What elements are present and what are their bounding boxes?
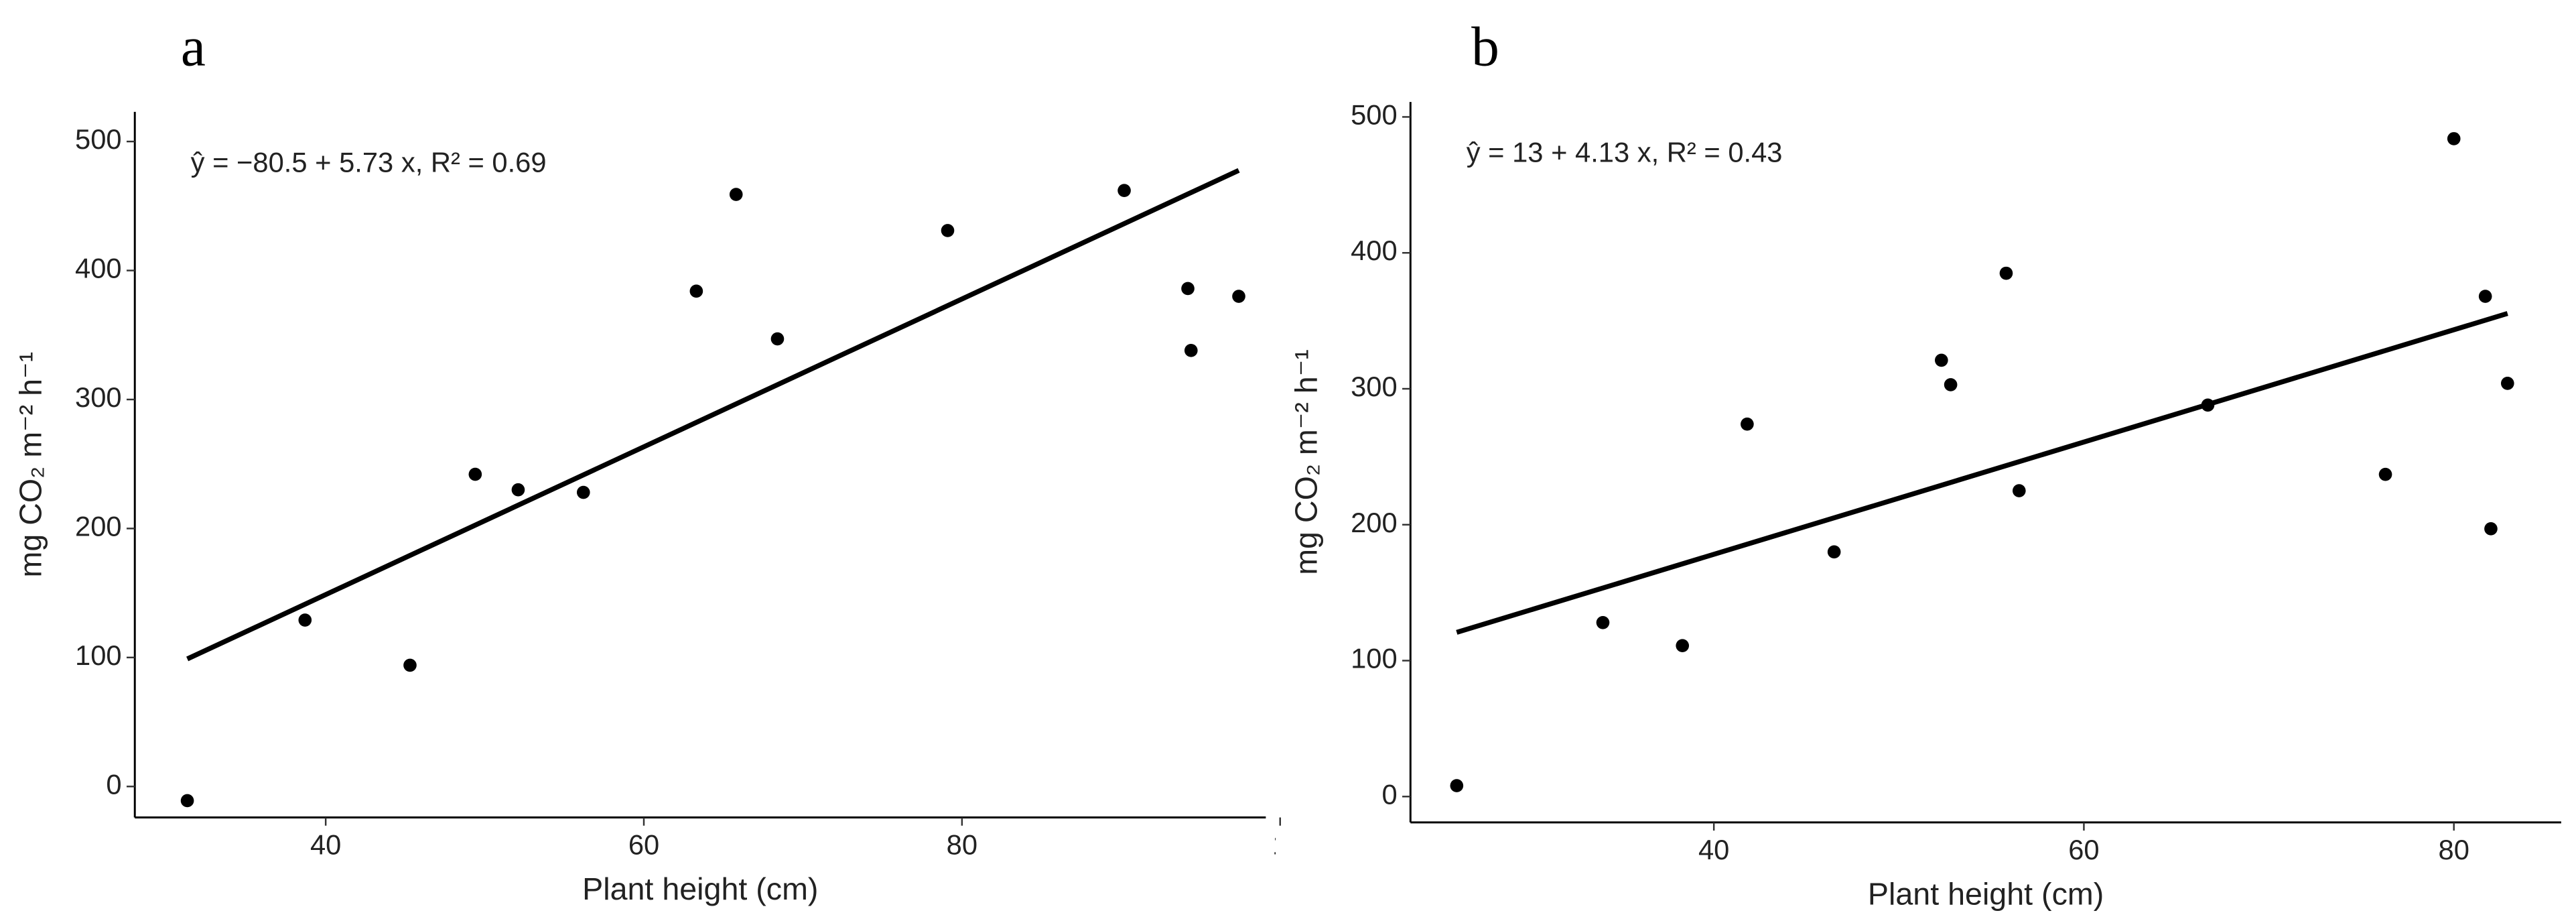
x-tick-label: 40 [310,829,341,861]
point [941,224,955,237]
y-tick-label: 500 [75,123,122,155]
point [1999,266,2013,280]
y-tick-label: 0 [1381,778,1397,810]
annotation: ŷ = −80.5 + 5.73 x, R² = 0.69 [191,146,547,178]
y-tick-label: 400 [1351,235,1398,266]
point [1181,282,1195,296]
point [2378,467,2392,481]
point [770,332,785,346]
x-tick-label: 40 [1698,834,1729,865]
y-axis-label: mg CO₂ m⁻² h⁻¹ [13,352,48,578]
x-tick-label: 80 [947,829,977,861]
y-axis-label: mg CO₂ m⁻² h⁻¹ [1288,349,1323,575]
x-axis-label: Plant height (cm) [582,871,818,906]
panel-label: a [181,17,206,78]
point [2012,484,2026,497]
point [1232,290,1245,303]
annotation: ŷ = 13 + 4.13 x, R² = 0.43 [1467,137,1783,168]
y-tick-label: 200 [75,510,122,542]
y-tick-label: 200 [1351,507,1398,538]
point [729,188,743,201]
point [1596,615,1610,629]
point [1741,417,1754,431]
point [689,284,703,298]
point [2500,377,2514,390]
fit-line [1456,311,2508,635]
point [1676,639,1690,653]
panel-a: a 40 60 80 1 0 100 200 300 400 500 Plant height (cm… [13,17,1288,906]
point [1827,545,1841,559]
point [2447,132,2461,145]
fit-line [186,168,1240,662]
y-tick-label: 300 [1351,371,1398,402]
y-tick-label: 300 [75,381,122,413]
point [576,485,590,499]
y-tick-label: 100 [1351,643,1398,674]
x-tick-label: 60 [628,829,659,861]
y-tick-label: 0 [106,768,121,800]
x-tick-label: 60 [2068,834,2099,865]
point [2484,522,2498,536]
point [298,613,312,627]
point [2478,290,2492,303]
point [2201,398,2215,412]
point [180,794,194,808]
point [468,467,482,481]
point [1117,184,1131,198]
point [1450,779,1464,792]
x-tick-label: 1 [1272,829,1288,861]
point [403,658,417,672]
y-tick-label: 500 [1351,99,1398,130]
x-axis-label: Plant height (cm) [1868,877,2104,912]
point [1184,344,1198,357]
x-tick-label: 80 [2439,834,2469,865]
point [1935,353,1948,367]
y-tick-label: 100 [75,639,122,671]
y-tick-label: 400 [75,253,122,284]
panel-b: b 40 60 80 0 100 200 300 400 500 Plant height (cm)… [1288,17,2561,912]
point [1944,378,1958,391]
panel-label: b [1471,17,1499,78]
point [511,483,525,497]
